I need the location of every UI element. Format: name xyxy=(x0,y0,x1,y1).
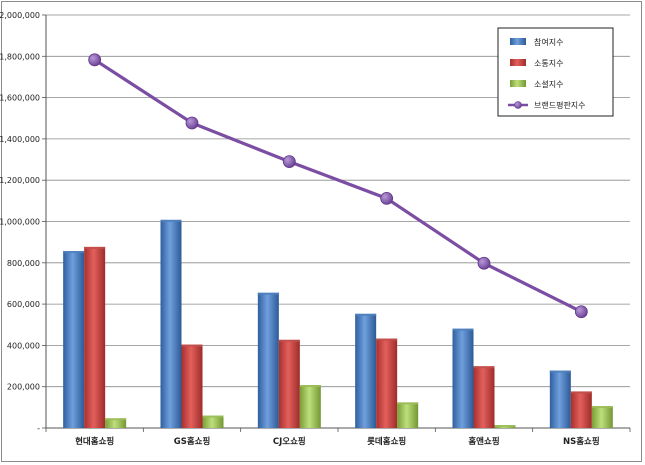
bar-소셜지수 xyxy=(299,385,321,428)
brand-index-point xyxy=(477,256,491,270)
bars xyxy=(63,219,613,428)
y-tick-label: 1,600,000 xyxy=(0,94,40,103)
bar-소셜지수 xyxy=(397,402,419,428)
category-label: CJ오쇼핑 xyxy=(273,436,306,447)
brand-index-line xyxy=(88,53,588,319)
bar-top xyxy=(257,292,279,295)
brand-index-point xyxy=(88,53,102,67)
bar-top xyxy=(84,246,106,249)
bar-top xyxy=(591,406,613,409)
brand-index-point xyxy=(574,305,588,319)
y-tick-label: 1,200,000 xyxy=(0,176,40,185)
brand-index-point xyxy=(380,191,394,205)
y-tick-label: 1,800,000 xyxy=(0,52,40,61)
y-tick-label: 200,000 xyxy=(7,383,40,392)
y-tick-label: 1,000,000 xyxy=(0,218,40,227)
bar-top xyxy=(397,402,419,405)
legend-swatch xyxy=(510,80,526,87)
category-label: GS홈쇼핑 xyxy=(174,436,211,447)
bar-top xyxy=(549,370,571,373)
bar-참여지수 xyxy=(355,313,377,428)
bar-top xyxy=(181,344,203,347)
bar-top xyxy=(202,415,224,418)
bar-참여지수 xyxy=(452,328,474,428)
bar-소통지수 xyxy=(84,246,106,428)
legend-label: 소통지수 xyxy=(534,59,563,68)
bar-참여지수 xyxy=(160,219,182,428)
legend-swatch xyxy=(510,59,526,66)
bar-소통지수 xyxy=(278,339,300,428)
legend-label: 참여지수 xyxy=(534,37,563,47)
brand-index-polyline xyxy=(93,58,583,314)
bar-top xyxy=(473,366,495,369)
bar-top xyxy=(570,391,592,394)
y-tick-label: 600,000 xyxy=(7,300,40,309)
bar-소셜지수 xyxy=(202,415,224,428)
bar-top xyxy=(63,251,85,254)
brand-index-point xyxy=(185,116,199,130)
bar-소셜지수 xyxy=(105,418,127,428)
y-tick-label: - xyxy=(37,424,40,433)
bar-top xyxy=(105,418,127,421)
bar-참여지수 xyxy=(63,251,85,428)
y-tick-label: 800,000 xyxy=(7,259,40,268)
bar-소통지수 xyxy=(376,338,398,428)
y-tick-label: 1,400,000 xyxy=(0,135,40,144)
bar-참여지수 xyxy=(549,370,571,428)
category-label: 홈앤쇼핑 xyxy=(468,436,499,447)
bar-top xyxy=(278,339,300,342)
bar-소통지수 xyxy=(570,391,592,428)
y-tick-label: 400,000 xyxy=(7,341,40,350)
bar-소셜지수 xyxy=(591,406,613,428)
axis-labels: - 200,000 400,000 600,000 800,000 1,000,000 1,… xyxy=(0,11,600,447)
bar-top xyxy=(299,385,321,388)
legend-label: 브랜드평판지수 xyxy=(534,100,586,110)
gridlines xyxy=(46,14,630,388)
y-tick-label: 2,000,000 xyxy=(0,11,40,20)
category-label: 현대홈쇼핑 xyxy=(75,436,114,447)
legend-marker xyxy=(514,101,522,109)
bar-소통지수 xyxy=(181,344,203,428)
bar-소통지수 xyxy=(473,366,495,428)
bar-참여지수 xyxy=(257,292,279,428)
bar-top xyxy=(355,313,377,316)
category-label: NS홈쇼핑 xyxy=(563,436,600,447)
category-label: 롯데홈쇼핑 xyxy=(367,436,406,447)
axes xyxy=(42,14,631,432)
bar-top xyxy=(494,425,516,428)
bar-top xyxy=(376,338,398,341)
legend-label: 소셜지수 xyxy=(534,80,563,89)
brand-index-point xyxy=(282,155,296,169)
legend-swatch xyxy=(510,38,526,45)
bar-top xyxy=(160,219,182,222)
bar-top xyxy=(452,328,474,331)
